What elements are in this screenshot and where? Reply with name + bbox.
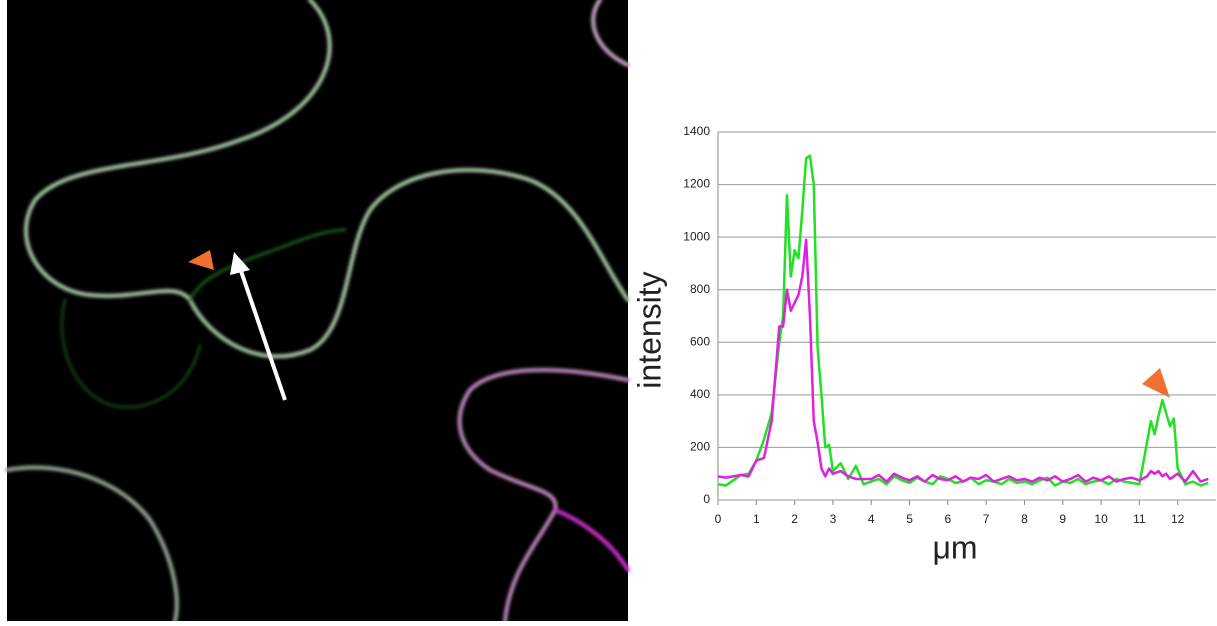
data-line <box>717 238 1209 483</box>
data-line <box>717 154 1209 487</box>
y-tick-label: 1000 <box>683 229 710 243</box>
x-tick-label: 10 <box>1094 512 1108 526</box>
y-axis-label: intensity <box>631 271 667 388</box>
y-tick-label: 1400 <box>683 124 710 138</box>
y-tick-label: 600 <box>690 334 710 348</box>
x-tick-label: 6 <box>945 512 952 526</box>
x-tick-label: 0 <box>715 512 722 526</box>
x-tick-label: 12 <box>1171 512 1185 526</box>
x-tick-label: 2 <box>791 512 798 526</box>
y-tick-label: 0 <box>703 492 710 506</box>
x-tick-label: 4 <box>868 512 875 526</box>
x-tick-label: 1 <box>753 512 760 526</box>
y-tick-label: 800 <box>690 282 710 296</box>
scan-arrow-head <box>230 252 250 275</box>
y-tick-label: 200 <box>690 440 710 454</box>
x-tick-label: 5 <box>906 512 913 526</box>
x-tick-label: 9 <box>1059 512 1066 526</box>
arrowhead-marker <box>188 250 214 270</box>
scan-arrow <box>238 267 287 401</box>
y-tick-label: 400 <box>690 387 710 401</box>
micrograph-background <box>7 0 628 621</box>
y-tick-label: 1200 <box>683 177 710 191</box>
x-tick-label: 11 <box>1133 512 1146 526</box>
x-tick-label: 8 <box>1021 512 1028 526</box>
x-tick-label: 3 <box>830 512 837 526</box>
peak-marker <box>1142 368 1170 398</box>
x-tick-label: 7 <box>983 512 990 526</box>
x-axis-label: μm <box>932 529 977 565</box>
micrograph <box>5 0 630 623</box>
